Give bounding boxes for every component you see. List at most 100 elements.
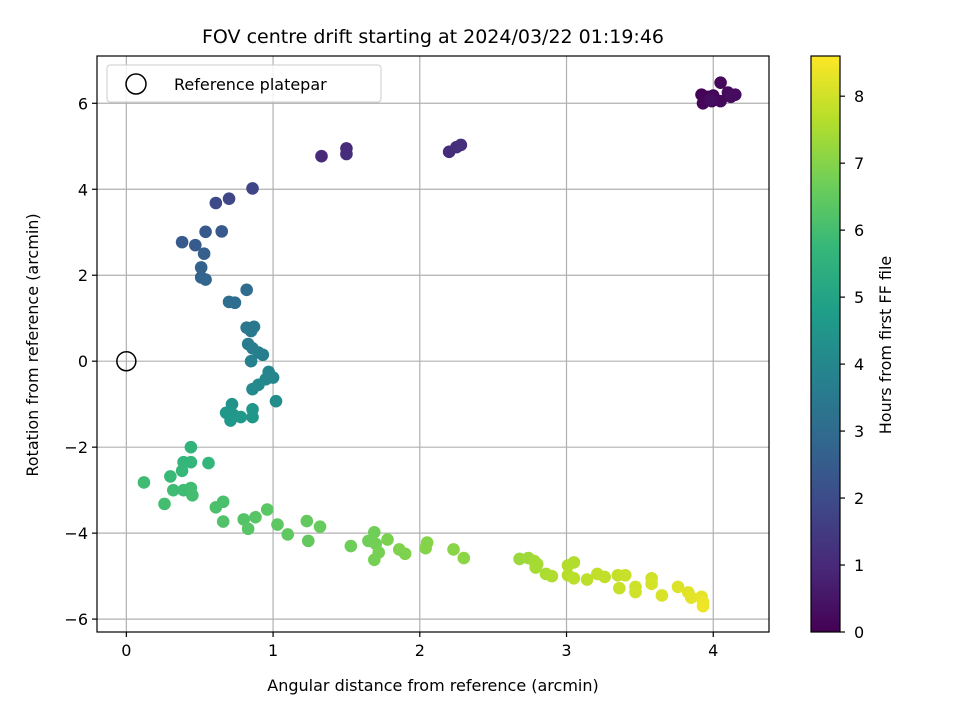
data-point <box>240 283 253 297</box>
data-point <box>158 497 171 511</box>
data-point <box>269 394 283 408</box>
data-point <box>598 570 611 584</box>
data-point <box>271 518 284 531</box>
data-point <box>301 534 315 548</box>
data-point <box>381 533 394 546</box>
data-point <box>247 320 261 334</box>
colorbar-tick-label: 2 <box>854 489 864 508</box>
data-point <box>164 470 177 483</box>
data-point <box>246 410 259 424</box>
y-tick-label: 4 <box>78 180 88 199</box>
reference-marker-group <box>116 350 137 372</box>
data-point <box>234 410 248 424</box>
data-point <box>194 261 208 274</box>
colorbar-tick-label: 3 <box>854 422 864 441</box>
legend-marker <box>125 73 147 95</box>
data-point <box>246 382 259 396</box>
data-point <box>202 456 215 470</box>
data-point <box>237 513 251 526</box>
data-point <box>671 580 685 594</box>
reference-platepar-marker <box>116 350 137 372</box>
legend-box <box>106 64 382 103</box>
data-point <box>447 543 460 556</box>
data-point <box>398 547 412 561</box>
colorbar-tick-label: 5 <box>854 288 864 307</box>
data-point <box>567 556 581 569</box>
data-point <box>344 539 358 553</box>
data-point <box>714 94 727 108</box>
x-tick-label: 4 <box>708 641 718 660</box>
data-point <box>567 571 581 585</box>
x-axis-ticks: 0 1 2 3 4 <box>121 632 718 660</box>
data-point <box>222 192 236 206</box>
data-point <box>454 138 468 152</box>
data-point <box>184 440 198 454</box>
data-point <box>189 238 202 252</box>
data-point <box>368 553 381 567</box>
data-point <box>224 414 237 427</box>
colorbar-tick-label: 4 <box>854 355 864 374</box>
legend-label: Reference platepar <box>174 75 327 94</box>
data-point <box>684 591 698 604</box>
data-point <box>216 495 230 509</box>
data-point <box>545 569 559 583</box>
data-point <box>696 599 710 613</box>
data-point <box>199 225 212 239</box>
y-axis-label: Rotation from reference (arcmin) <box>23 213 42 476</box>
data-point <box>724 90 738 104</box>
colorbar-tick-label: 1 <box>854 556 864 575</box>
data-point <box>529 561 543 574</box>
colorbar <box>810 55 841 633</box>
data-point <box>457 551 471 565</box>
colorbar-tick-label: 6 <box>854 221 864 240</box>
data-point <box>209 196 223 210</box>
data-point <box>166 483 180 497</box>
data-point <box>313 520 327 533</box>
y-tick-label: −4 <box>64 524 88 543</box>
data-point <box>175 235 189 249</box>
data-points <box>137 76 742 613</box>
data-point <box>197 247 211 261</box>
x-tick-label: 0 <box>121 641 131 660</box>
y-tick-label: −6 <box>64 610 88 629</box>
chart-title: FOV centre drift starting at 2024/03/22 … <box>202 26 664 48</box>
plot-frame <box>96 55 770 633</box>
grid-lines <box>97 56 769 632</box>
y-axis-ticks: −6 −4 −2 0 2 4 6 <box>64 94 97 629</box>
data-point <box>256 348 270 362</box>
data-point <box>241 522 255 536</box>
x-tick-label: 2 <box>415 641 425 660</box>
data-point <box>281 528 295 541</box>
data-point <box>419 541 432 555</box>
data-point <box>260 503 274 516</box>
data-point <box>655 589 669 602</box>
x-axis-label: Angular distance from reference (arcmin) <box>267 676 598 695</box>
data-point <box>714 76 727 89</box>
data-point <box>368 525 381 539</box>
y-tick-label: −2 <box>64 438 88 457</box>
data-point <box>580 573 594 586</box>
data-point <box>629 585 642 599</box>
y-tick-label: 2 <box>78 266 88 285</box>
y-tick-label: 0 <box>78 352 88 371</box>
data-point <box>300 514 314 528</box>
data-point <box>244 354 258 368</box>
legend: Reference platepar <box>106 64 382 103</box>
x-tick-label: 1 <box>268 641 278 660</box>
data-point <box>184 455 198 469</box>
data-point <box>315 149 328 163</box>
data-point <box>199 273 212 286</box>
data-point <box>216 515 230 528</box>
colorbar-tick-label: 8 <box>854 87 864 106</box>
colorbar-label: Hours from first FF file <box>876 256 895 435</box>
data-point <box>340 147 353 161</box>
data-point <box>175 464 189 478</box>
data-point <box>645 577 658 591</box>
colorbar-tick-label: 0 <box>854 623 864 642</box>
colorbar-tick-label: 7 <box>854 154 864 173</box>
data-point <box>249 510 262 524</box>
data-point <box>704 93 717 107</box>
data-point <box>137 476 151 489</box>
